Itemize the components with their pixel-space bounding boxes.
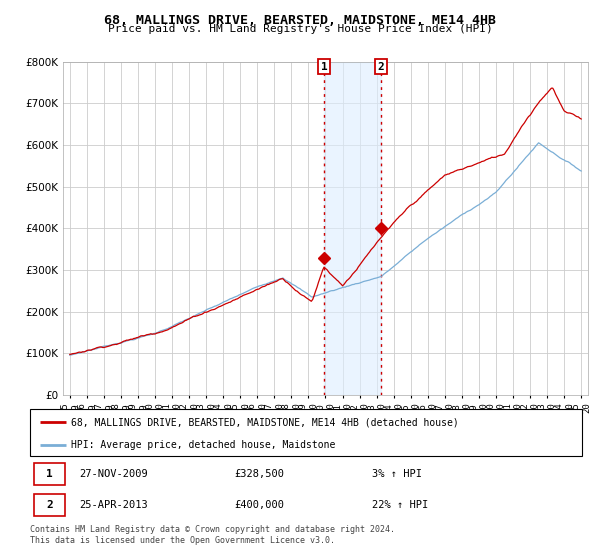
Text: 3% ↑ HPI: 3% ↑ HPI — [372, 469, 422, 479]
Text: 68, MALLINGS DRIVE, BEARSTED, MAIDSTONE, ME14 4HB: 68, MALLINGS DRIVE, BEARSTED, MAIDSTONE,… — [104, 14, 496, 27]
Text: 1: 1 — [46, 469, 53, 479]
Text: Contains HM Land Registry data © Crown copyright and database right 2024.
This d: Contains HM Land Registry data © Crown c… — [30, 525, 395, 545]
Text: 27-NOV-2009: 27-NOV-2009 — [80, 469, 148, 479]
Text: 1: 1 — [321, 62, 328, 72]
Text: £400,000: £400,000 — [234, 500, 284, 510]
Text: 2: 2 — [377, 62, 384, 72]
Text: 2: 2 — [46, 500, 53, 510]
Text: 22% ↑ HPI: 22% ↑ HPI — [372, 500, 428, 510]
Bar — [34, 463, 65, 485]
Text: Price paid vs. HM Land Registry's House Price Index (HPI): Price paid vs. HM Land Registry's House … — [107, 24, 493, 34]
Text: 68, MALLINGS DRIVE, BEARSTED, MAIDSTONE, ME14 4HB (detached house): 68, MALLINGS DRIVE, BEARSTED, MAIDSTONE,… — [71, 417, 459, 427]
Text: £328,500: £328,500 — [234, 469, 284, 479]
Text: HPI: Average price, detached house, Maidstone: HPI: Average price, detached house, Maid… — [71, 440, 336, 450]
Bar — [34, 494, 65, 516]
Bar — [324, 62, 381, 395]
Text: 25-APR-2013: 25-APR-2013 — [80, 500, 148, 510]
